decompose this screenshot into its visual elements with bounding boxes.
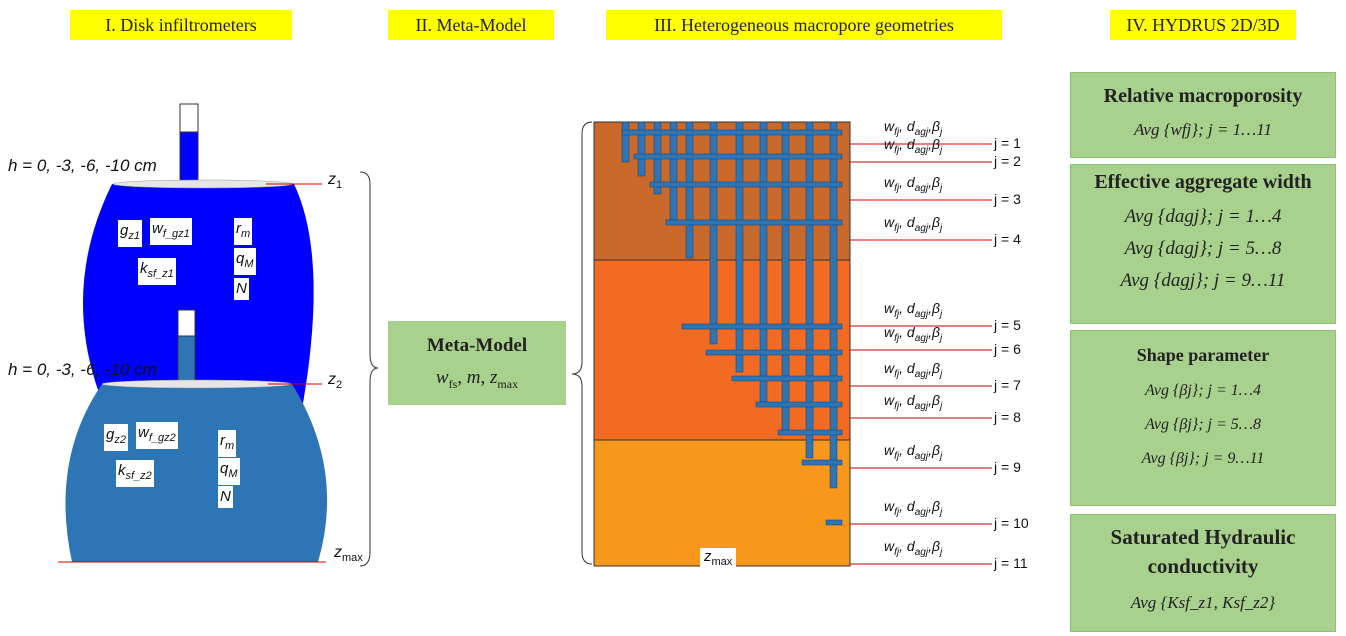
shape-parameter-value-3: Avg {βj}; j = 9…11 bbox=[1141, 450, 1265, 467]
panel-effective-aggregate-width: Effective aggregate width Avg {dagj}; j … bbox=[1070, 164, 1336, 324]
effective-aggregate-width-title: Effective aggregate width bbox=[1094, 171, 1312, 193]
j-label-8: j = 8 bbox=[994, 409, 1021, 425]
macropore-cross-1 bbox=[621, 129, 843, 136]
macropore-11 bbox=[829, 121, 838, 489]
macropore-params-label-8: wfj, dagj,βj bbox=[884, 392, 943, 412]
upper-n-box: N bbox=[234, 278, 249, 300]
j-lines bbox=[850, 143, 992, 565]
j-label-4: j = 4 bbox=[994, 231, 1021, 247]
macropore-4 bbox=[669, 121, 678, 221]
upper-w-box: wf_gz1 bbox=[150, 218, 192, 245]
header-hydrus: IV. HYDRUS 2D/3D bbox=[1110, 10, 1296, 40]
z1-label: z1 bbox=[328, 171, 343, 192]
shape-parameter-value-2: Avg {βj}; j = 5…8 bbox=[1145, 416, 1261, 433]
lower-w-box: wf_gz2 bbox=[136, 422, 178, 449]
macropore-params-label-1: wfj, dagj,βj bbox=[884, 118, 943, 138]
j-label-9: j = 9 bbox=[994, 459, 1021, 475]
shape-parameter-value-1: Avg {βj}; j = 1…4 bbox=[1145, 382, 1261, 399]
header-meta-model: II. Meta-Model bbox=[388, 10, 554, 40]
macropore-cross-9 bbox=[777, 429, 843, 436]
macropore-params-label-3: wfj, dagj,βj bbox=[884, 174, 943, 194]
lower-top-ellipse bbox=[101, 379, 293, 389]
pressure-label-bottom: h = 0, -3, -6, -10 cm bbox=[8, 360, 157, 379]
upper-g-box: gz1 bbox=[118, 220, 142, 247]
zmax-label: zmax bbox=[334, 544, 363, 565]
meta-model-params: wfs, m, zmax bbox=[435, 367, 519, 391]
macropore-params-label-7: wfj, dagj,βj bbox=[884, 360, 943, 380]
macropore-params-label-5: wfj, dagj,βj bbox=[884, 300, 943, 320]
macropore-6 bbox=[709, 121, 718, 345]
upper-k-box: ksf_z1 bbox=[138, 258, 176, 285]
j-label-6: j = 6 bbox=[994, 341, 1021, 357]
panel-shape-parameter: Shape parameter Avg {βj}; j = 1…4 Avg {β… bbox=[1070, 330, 1336, 506]
j-label-1: j = 1 bbox=[994, 135, 1021, 151]
saturated-hydraulic-value: Avg {Ksf_z1, Ksf_z2} bbox=[1130, 593, 1276, 612]
lower-tube-water bbox=[177, 335, 196, 385]
macropore-cross-3 bbox=[649, 181, 843, 188]
macropore-8 bbox=[759, 121, 768, 403]
shape-parameter-title: Shape parameter bbox=[1136, 345, 1270, 365]
macropore-params-label-2: wfj, dagj,βj bbox=[884, 136, 943, 156]
upper-r-box: rm bbox=[234, 218, 253, 245]
lower-n-box: N bbox=[218, 486, 233, 508]
panel-relative-macroporosity: Relative macroporosity Avg {wfj}; j = 1…… bbox=[1070, 72, 1336, 158]
header-disk-infiltrometers: I. Disk infiltrometers bbox=[70, 10, 292, 40]
relative-macroporosity-title: Relative macroporosity bbox=[1103, 85, 1303, 107]
lower-r-box: rm bbox=[218, 430, 237, 457]
lower-g-box: gz2 bbox=[104, 424, 128, 451]
lower-k-box: ksf_z2 bbox=[116, 460, 154, 487]
meta-model-box: Meta-Model wfs, m, zmax bbox=[388, 321, 566, 405]
upper-tube bbox=[179, 103, 199, 133]
j-label-7: j = 7 bbox=[994, 377, 1021, 393]
macropore-cross-11 bbox=[825, 519, 843, 526]
macropore-2 bbox=[637, 121, 646, 177]
macropore-cross-8 bbox=[755, 401, 843, 408]
soil-brace bbox=[571, 121, 593, 565]
upper-q-box: qM bbox=[234, 248, 256, 275]
relative-macroporosity-value: Avg {wfj}; j = 1…11 bbox=[1133, 120, 1273, 139]
lower-tube bbox=[177, 309, 196, 337]
upper-tube-water bbox=[179, 131, 199, 185]
macropore-7 bbox=[735, 121, 744, 373]
effective-aggregate-width-value-3: Avg {dagj}; j = 9…11 bbox=[1120, 270, 1286, 291]
disk-infiltrometer-diagram bbox=[58, 103, 379, 567]
j-label-3: j = 3 bbox=[994, 191, 1021, 207]
macropores bbox=[621, 121, 843, 526]
pressure-label-top: h = 0, -3, -6, -10 cm bbox=[8, 156, 157, 175]
macropore-cross-6 bbox=[705, 349, 843, 356]
macropore-params-label-11: wfj, dagj,βj bbox=[884, 538, 943, 558]
macropore-params-label-9: wfj, dagj,βj bbox=[884, 442, 943, 462]
macropore-1 bbox=[621, 121, 630, 163]
saturated-hydraulic-title-1: Saturated Hydraulic bbox=[1110, 525, 1296, 549]
macropore-5 bbox=[685, 121, 694, 259]
effective-aggregate-width-value-2: Avg {dagj}; j = 5…8 bbox=[1124, 238, 1282, 259]
soil-zmax-label: zmax bbox=[700, 548, 737, 568]
j-label-5: j = 5 bbox=[994, 317, 1021, 333]
j-label-11: j = 11 bbox=[994, 555, 1028, 571]
saturated-hydraulic-title-2: conductivity bbox=[1147, 554, 1259, 578]
j-label-10: j = 10 bbox=[994, 515, 1029, 531]
macropore-cross-10 bbox=[801, 459, 843, 466]
header-macropore-geometries: III. Heterogeneous macropore geometries bbox=[606, 10, 1002, 40]
z2-label: z2 bbox=[328, 371, 343, 392]
macropore-cross-7 bbox=[731, 375, 843, 382]
macropore-cross-5 bbox=[681, 323, 843, 330]
macropore-cross-4 bbox=[665, 219, 843, 226]
soil-profile-diagram bbox=[571, 121, 992, 567]
macropore-params-label-4: wfj, dagj,βj bbox=[884, 214, 943, 234]
disk-brace bbox=[359, 171, 379, 567]
macropore-9 bbox=[781, 121, 790, 431]
panel-saturated-hydraulic-conductivity: Saturated Hydraulic conductivity Avg {Ks… bbox=[1070, 514, 1336, 632]
macropore-params-label-6: wfj, dagj,βj bbox=[884, 324, 943, 344]
macropore-params-label-10: wfj, dagj,βj bbox=[884, 498, 943, 518]
effective-aggregate-width-value-1: Avg {dagj}; j = 1…4 bbox=[1124, 206, 1282, 227]
macropore-cross-2 bbox=[633, 153, 843, 160]
j-label-2: j = 2 bbox=[994, 153, 1021, 169]
lower-q-box: qM bbox=[218, 458, 240, 485]
macropore-10 bbox=[805, 121, 814, 459]
lower-barrel bbox=[65, 384, 328, 562]
meta-model-title: Meta-Model bbox=[426, 335, 528, 356]
